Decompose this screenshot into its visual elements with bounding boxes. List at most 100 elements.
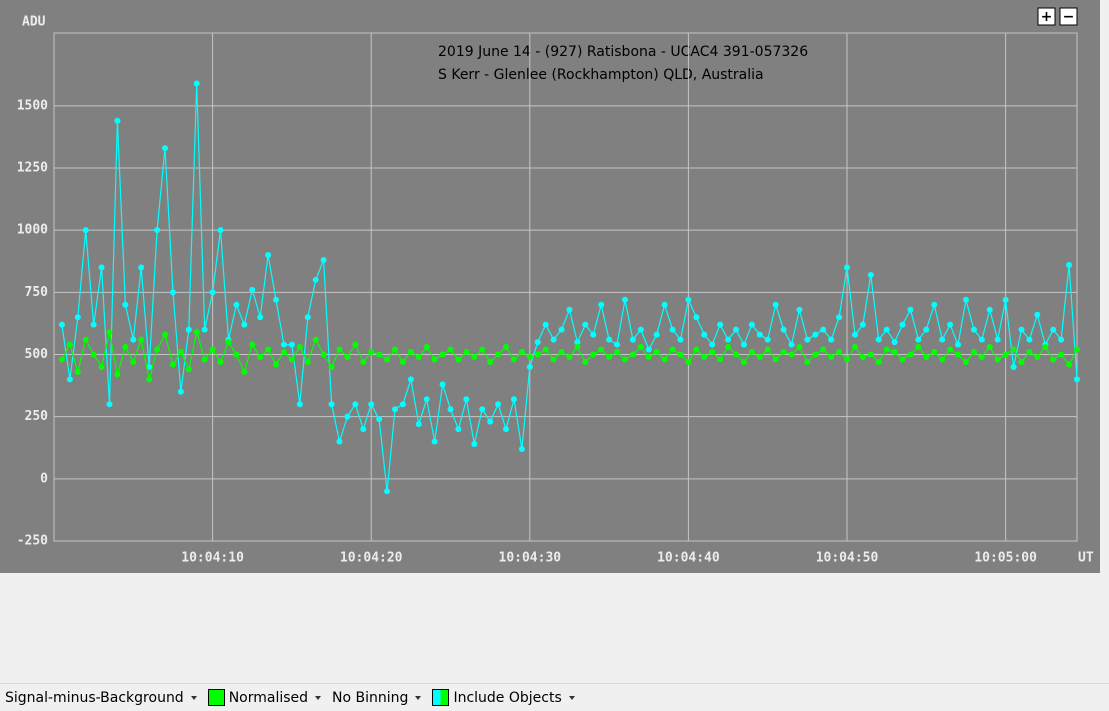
data-point [320,257,327,264]
data-point [1066,261,1073,268]
zoom-out-label[interactable]: − [1063,9,1075,25]
data-point [1010,363,1017,370]
data-point [320,351,327,358]
zoom-out-button[interactable] [1059,7,1078,26]
y-tick-label: 250 [25,409,49,424]
data-point [828,336,835,343]
data-point [154,346,161,353]
data-point [891,339,898,346]
data-point [844,264,851,271]
y-tick-label: 1500 [17,98,48,113]
data-point [376,351,383,358]
data-point [106,401,113,408]
data-point [257,353,264,360]
normalise-label[interactable]: Normalised [228,689,309,706]
data-point [169,361,176,368]
y-tick-label: 750 [25,285,49,300]
data-point [978,336,985,343]
data-point [899,356,906,363]
data-point [733,351,739,358]
data-point [970,326,977,333]
data-point [407,376,414,383]
data-point [288,356,295,363]
data-point [804,336,811,343]
data-point [407,349,414,356]
dropdown-arrow[interactable] [568,695,575,700]
data-point [717,356,724,363]
zoom-in[interactable]: + [1037,7,1056,26]
data-point [526,363,533,370]
swatch[interactable] [207,689,225,706]
data-point [709,349,716,356]
data-point [598,346,605,353]
data-point [859,353,866,360]
data-point [162,331,169,338]
data-point [518,445,525,452]
data-point [201,326,208,333]
dropdown-arrow[interactable] [315,695,322,700]
data-point [1058,336,1065,343]
mode-dropdown[interactable]: Signal-minus-Background [5,690,197,706]
data-point [106,329,113,336]
x-tick-label: 10:04:10 [181,551,244,566]
data-point [1074,376,1080,383]
data-point [479,346,486,353]
data-point [455,356,462,363]
data-point [550,336,557,343]
data-point [185,366,192,373]
data-point [582,358,589,365]
data-point [487,358,494,365]
data-point [550,356,557,363]
data-point [733,326,739,333]
dropdown-arrow[interactable] [415,695,422,700]
data-point [804,358,811,365]
x-tick-label: 10:04:40 [657,551,720,566]
data-point [883,326,890,333]
data-point [90,351,97,358]
data-point [574,339,581,346]
zoom-in-button[interactable] [1037,7,1056,26]
data-point [471,353,478,360]
objects-dropdown[interactable]: Include Objects [432,689,575,706]
data-point [312,276,319,283]
data-point [344,353,351,360]
data-point [233,351,240,358]
objects-label[interactable]: Include Objects [453,689,562,706]
data-point [146,363,153,370]
mode-label[interactable]: Signal-minus-Background [5,689,184,706]
data-point [923,353,930,360]
data-point [193,80,200,87]
normalise-dropdown[interactable]: Normalised [207,689,322,706]
series [58,80,1080,495]
data-point [138,336,145,343]
x-tick-label: 10:05:00 [974,551,1037,566]
data-point [193,329,200,336]
data-point [1034,311,1041,318]
data-point [788,341,795,348]
zoom-out[interactable]: − [1059,7,1078,26]
data-point [558,326,565,333]
dropdown-arrow[interactable] [190,695,197,700]
data-point [614,341,621,348]
data-point [962,296,969,303]
data-point [915,344,922,351]
data-point [1074,346,1080,353]
binning-label[interactable]: No Binning [332,689,409,706]
data-point [685,296,692,303]
data-point [772,356,779,363]
data-point [1026,336,1033,343]
data-point [463,349,470,356]
swatch[interactable] [432,689,450,706]
zoom-in-label[interactable]: + [1041,9,1053,25]
data-point [788,351,795,358]
data-point [82,227,89,234]
data-point [701,353,708,360]
data-point [162,145,169,152]
data-point [994,356,1001,363]
data-point [431,356,438,363]
data-point [740,358,747,365]
data-point [249,341,256,348]
data-point [947,346,954,353]
data-point [74,368,81,375]
binning-dropdown[interactable]: No Binning [332,689,422,706]
